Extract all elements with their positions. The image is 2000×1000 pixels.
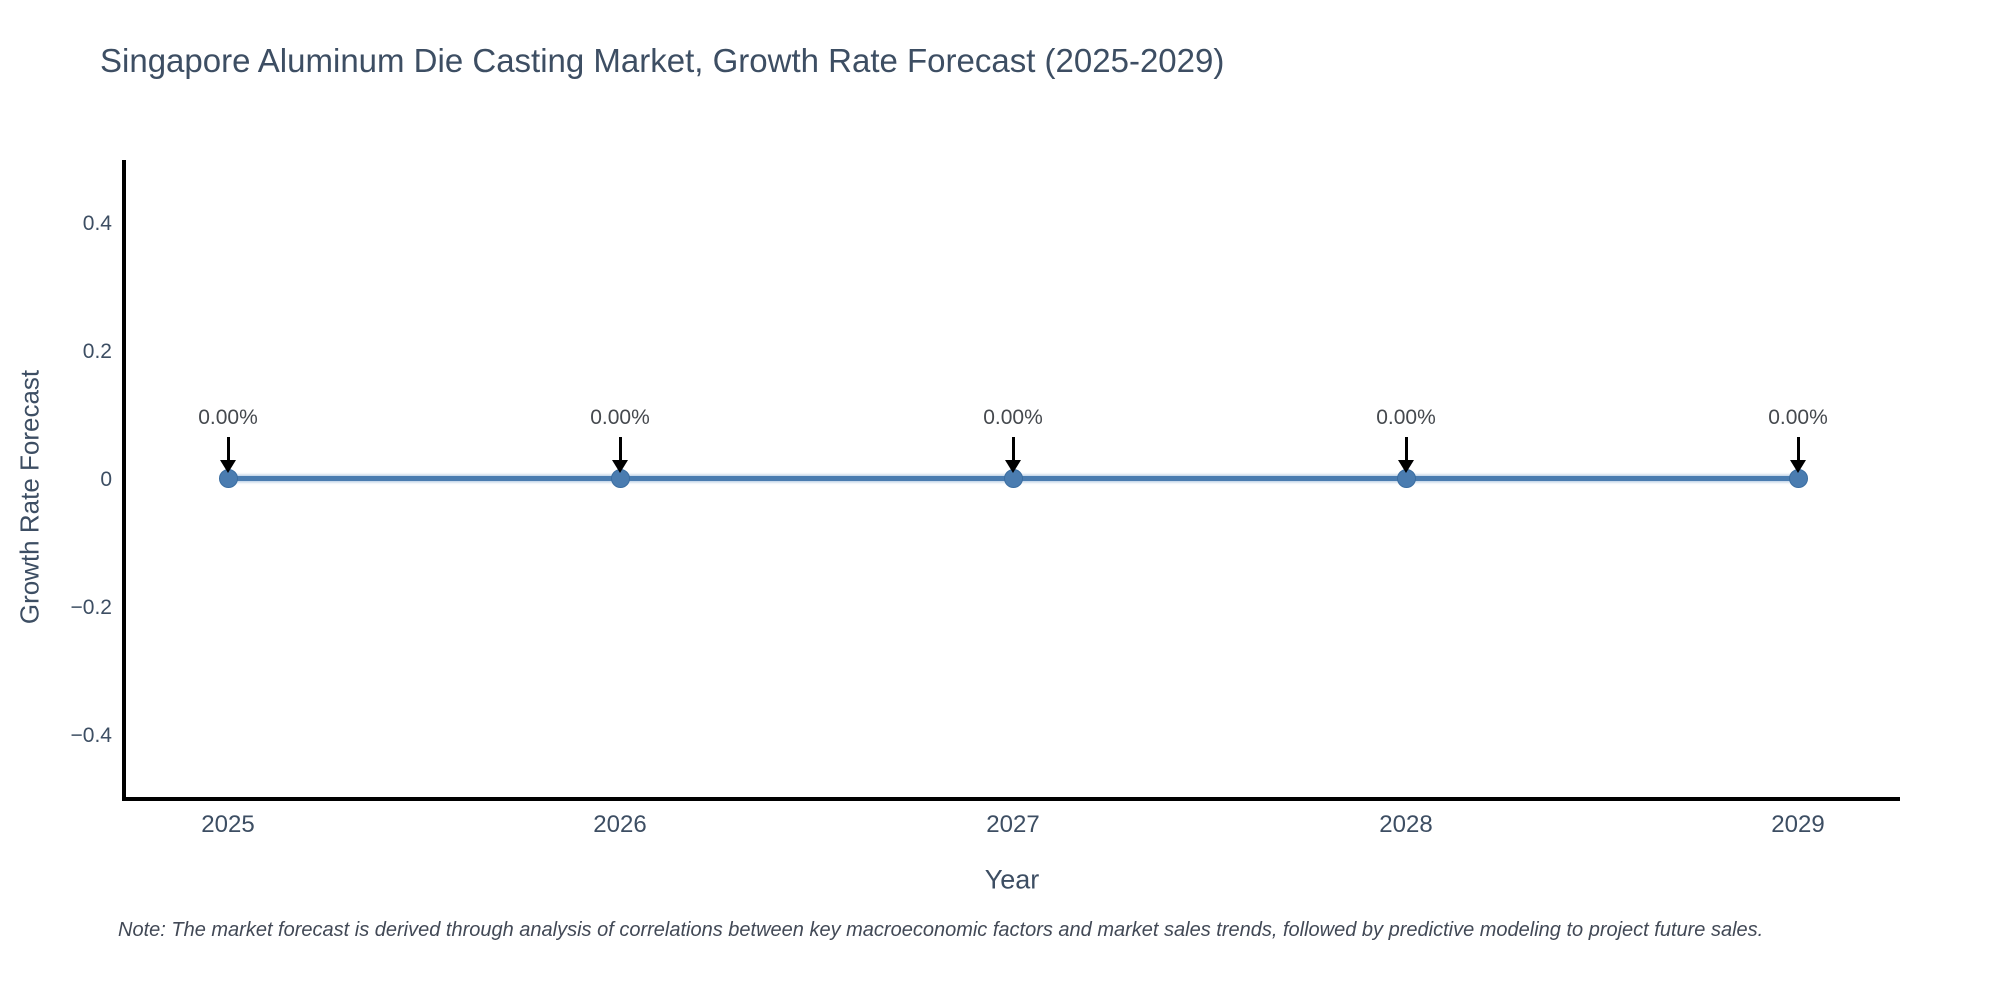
x-tick-label: 2026: [593, 811, 647, 838]
annotation-arrow-down-icon: [220, 460, 236, 473]
annotation-arrow-stem: [619, 437, 622, 462]
annotation-arrow-stem: [1012, 437, 1015, 462]
footnote: Note: The market forecast is derived thr…: [118, 919, 1764, 941]
chart-title: Singapore Aluminum Die Casting Market, G…: [100, 42, 1225, 79]
annotation-arrow-down-icon: [612, 460, 628, 473]
x-axis-title: Year: [984, 864, 1040, 895]
y-axis-title: Growth Rate Forecast: [14, 369, 45, 625]
annotation-arrow-stem: [227, 437, 230, 462]
data-point-label: 0.00%: [1768, 406, 1828, 429]
x-tick-label: 2025: [201, 811, 255, 838]
data-point-label: 0.00%: [198, 406, 258, 429]
data-point-label: 0.00%: [590, 406, 650, 429]
x-tick-label: 2028: [1379, 811, 1433, 838]
annotation-arrow-down-icon: [1398, 460, 1414, 473]
y-tick-label: 0.4: [82, 212, 112, 235]
x-axis-line: [122, 797, 1900, 801]
annotation-arrow-down-icon: [1790, 460, 1806, 473]
y-axis-line: [122, 160, 126, 801]
annotation-arrow-stem: [1405, 437, 1408, 462]
y-tick-label: −0.4: [70, 724, 112, 747]
y-tick-label: 0: [100, 468, 112, 491]
annotation-arrow-stem: [1797, 437, 1800, 462]
x-tick-label: 2027: [986, 811, 1040, 838]
y-tick-label: −0.2: [70, 596, 112, 619]
data-point-label: 0.00%: [1376, 406, 1436, 429]
annotation-arrow-down-icon: [1005, 460, 1021, 473]
y-tick-label: 0.2: [82, 340, 112, 363]
x-tick-label: 2029: [1771, 811, 1825, 838]
data-point-label: 0.00%: [983, 406, 1043, 429]
